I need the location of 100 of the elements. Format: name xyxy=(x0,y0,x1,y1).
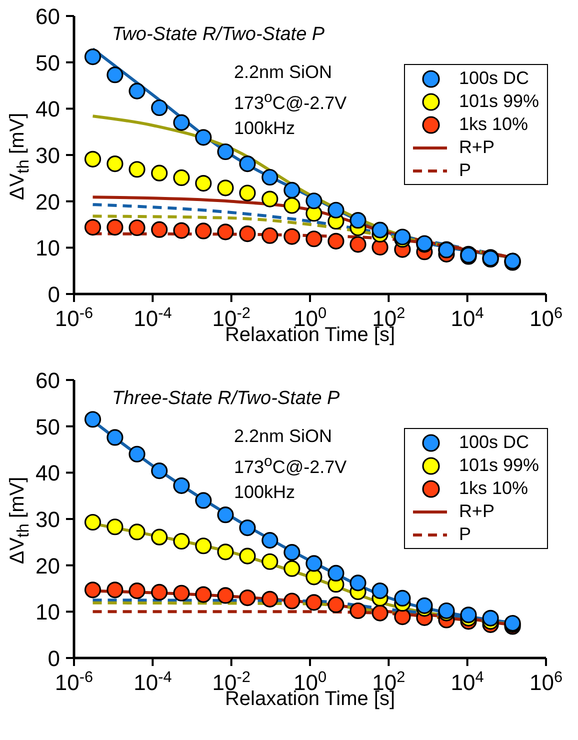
point xyxy=(173,222,190,239)
point xyxy=(284,592,300,610)
y-tick-label: 10 xyxy=(36,600,60,625)
point xyxy=(195,174,212,192)
legend-label: 101s 99% xyxy=(458,454,539,477)
chart-title: Two-State R/Two-State P xyxy=(112,24,325,46)
y-tick-label: 20 xyxy=(36,553,60,578)
point xyxy=(106,518,124,536)
point xyxy=(106,218,124,236)
legend-label: P xyxy=(458,159,471,182)
point xyxy=(151,221,168,238)
point xyxy=(394,608,411,626)
point xyxy=(128,582,146,600)
point xyxy=(173,584,190,602)
point xyxy=(350,236,366,253)
legend-label: 100s DC xyxy=(458,67,529,90)
x-tick-label: 10$^{4}$ xyxy=(450,668,484,695)
annotation: 173$^{o}$C@-2.7V xyxy=(234,88,347,115)
point xyxy=(173,169,190,186)
point xyxy=(350,212,366,229)
point xyxy=(328,596,344,614)
x-tick-label: 10$^{6}$ xyxy=(529,304,563,331)
legend-label: 1ks 10% xyxy=(458,113,528,136)
x-tick-label: 10$^{-4}$ xyxy=(134,668,172,695)
point xyxy=(217,587,234,604)
point xyxy=(372,222,388,238)
point xyxy=(195,222,212,240)
point xyxy=(84,411,102,428)
x-tick-label: 10$^{-4}$ xyxy=(134,304,172,331)
point xyxy=(173,477,190,494)
point xyxy=(128,219,146,236)
point xyxy=(173,114,190,131)
point xyxy=(151,462,168,480)
x-tick-label: 10$^{-6}$ xyxy=(54,668,94,695)
point xyxy=(106,582,124,598)
point xyxy=(173,532,190,550)
point xyxy=(284,182,300,199)
point xyxy=(328,202,344,218)
point xyxy=(128,524,146,540)
point xyxy=(350,574,366,592)
point xyxy=(416,597,433,614)
y-tick-label: 50 xyxy=(36,50,60,76)
legend-label: P xyxy=(458,523,471,546)
point xyxy=(151,164,168,182)
y-tick-label: 30 xyxy=(36,143,60,168)
legend-label: 100s DC xyxy=(458,431,529,454)
point xyxy=(217,506,234,524)
point xyxy=(151,584,168,601)
point xyxy=(151,99,168,116)
point xyxy=(350,602,366,620)
y-tick-label: 60 xyxy=(36,368,60,393)
point xyxy=(128,82,146,100)
point xyxy=(284,560,300,577)
point xyxy=(262,168,278,186)
point xyxy=(239,184,256,202)
point xyxy=(239,548,256,564)
point xyxy=(239,520,256,536)
point xyxy=(217,544,234,560)
point xyxy=(262,553,278,570)
legend-label: 101s 99% xyxy=(458,90,539,113)
point xyxy=(262,190,278,208)
point xyxy=(217,180,234,196)
point xyxy=(106,156,124,172)
point xyxy=(128,161,146,178)
legend-label: 1ks 10% xyxy=(458,477,528,500)
legend-label: R+P xyxy=(458,136,494,159)
point xyxy=(217,224,234,240)
annotation: 100kHz xyxy=(234,481,296,504)
point xyxy=(84,514,102,531)
point xyxy=(239,156,256,172)
point xyxy=(284,544,300,561)
x-tick-label: 10$^{-6}$ xyxy=(54,304,94,331)
point xyxy=(151,528,168,546)
point xyxy=(239,225,256,242)
y-tick-label: 40 xyxy=(36,460,60,486)
y-tick-label: 50 xyxy=(36,414,60,440)
point xyxy=(84,582,102,598)
annotation: 2.2nm SiON xyxy=(234,425,334,448)
y-tick-label: 30 xyxy=(36,507,60,532)
point xyxy=(217,143,234,160)
point xyxy=(106,429,124,446)
x-tick-label: 10$^{4}$ xyxy=(450,304,484,331)
point xyxy=(262,590,278,608)
point xyxy=(195,538,212,554)
point xyxy=(306,192,322,210)
point xyxy=(372,582,388,600)
point xyxy=(195,129,212,146)
point xyxy=(84,218,102,236)
y-tick-label: 20 xyxy=(36,189,60,214)
y-tick-label: 40 xyxy=(36,96,60,122)
annotation: 2.2nm SiON xyxy=(234,61,334,84)
point xyxy=(306,594,322,611)
point xyxy=(460,606,477,624)
point xyxy=(106,66,124,84)
y-tick-label: 60 xyxy=(36,4,60,29)
point xyxy=(262,227,278,244)
point xyxy=(328,564,344,582)
annotation: 100kHz xyxy=(234,117,296,140)
point xyxy=(328,232,344,250)
point xyxy=(262,532,278,549)
